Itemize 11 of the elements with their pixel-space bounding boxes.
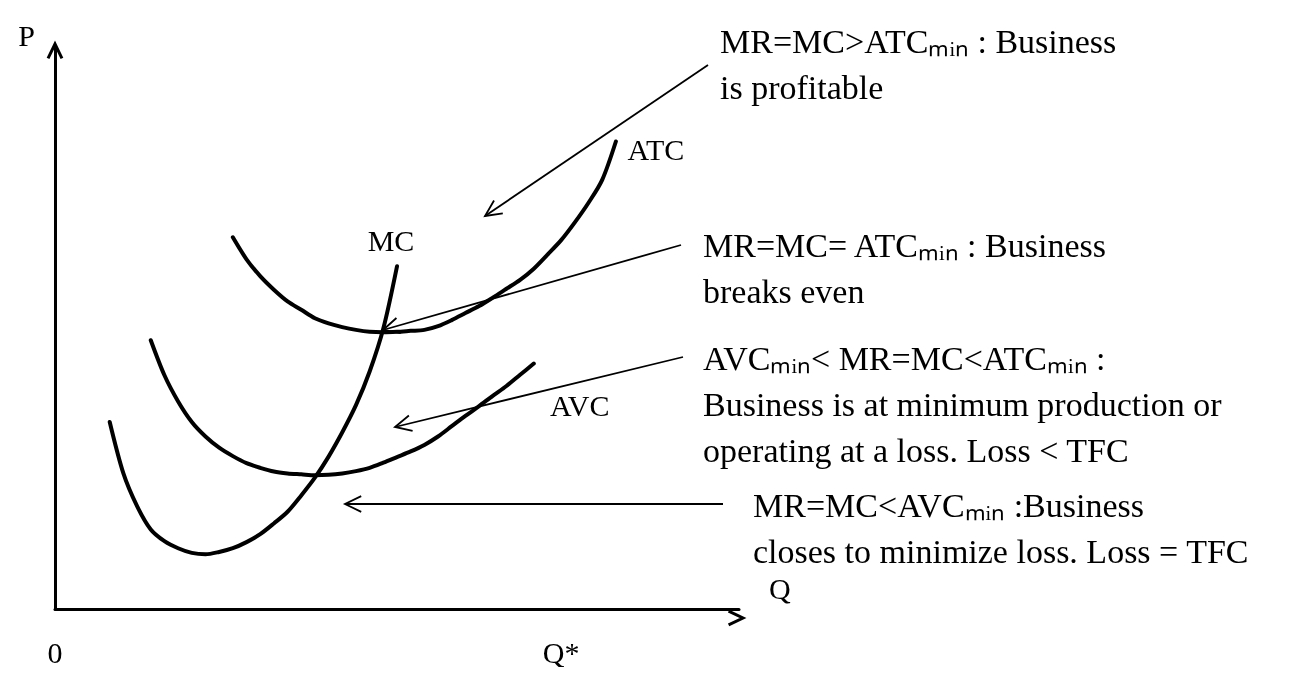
x-tick-label: Q* <box>542 635 580 669</box>
text: MR=MC<AVCₘᵢₙ :Business closes to minimize loss. Loss = TFC <box>753 486 1249 570</box>
series-label: AVC <box>550 389 610 423</box>
series-label: MC <box>367 223 415 257</box>
annotation: AVCₘᵢₙ< MR=MC<ATCₘᵢₙ : Business is at minimum production or operating at a loss. Loss < TFC <box>703 339 1230 469</box>
annotation: MR=MC= ATCₘᵢₙ : Business breaks even <box>703 226 1115 310</box>
text: MR=MC>ATCₘᵢₙ : Business is profitable <box>720 22 1125 106</box>
x-tick-label: 0 <box>47 635 63 669</box>
x-axis-title: Q <box>769 571 791 605</box>
y-axis-title: P <box>18 18 35 52</box>
series-label: ATC <box>627 133 685 166</box>
